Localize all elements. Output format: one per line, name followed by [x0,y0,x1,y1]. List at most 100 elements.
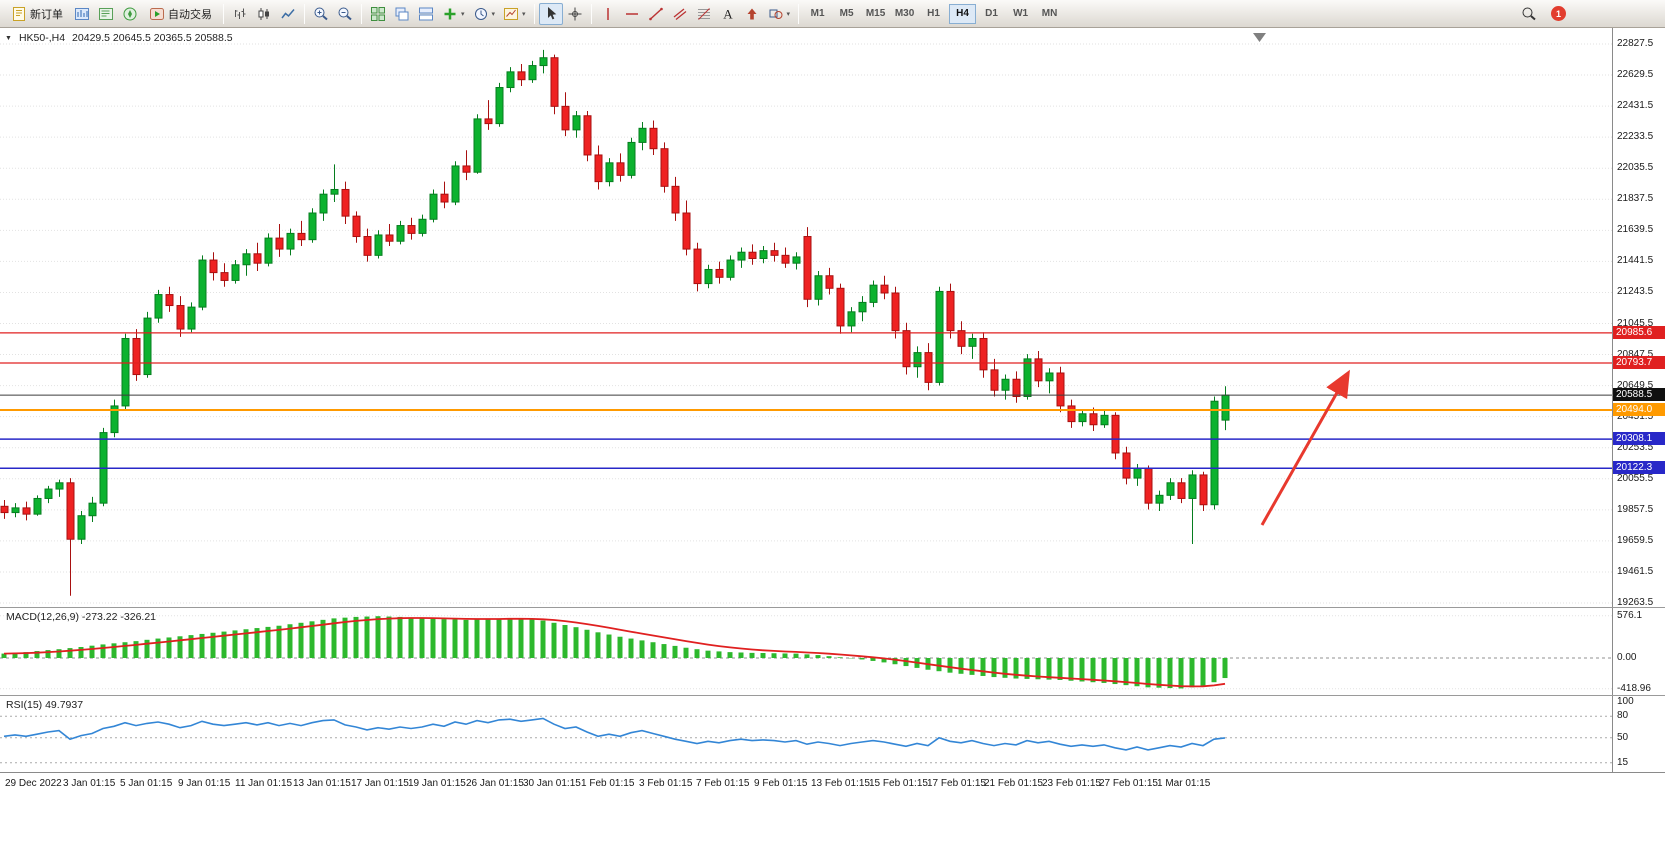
candle [1045,372,1054,382]
bars-chart-button[interactable] [228,3,252,25]
candle [550,57,559,107]
zoom-out-button[interactable] [333,3,357,25]
candles-chart-icon [256,6,272,22]
trend-arrow-annotation[interactable] [1260,369,1350,526]
horizontal-line-button[interactable] [620,3,644,25]
price-scale[interactable]: 22827.5 22629.5 22431.5 22233.5 22035.5 21837… [1612,28,1665,772]
pane-separator[interactable] [0,695,1665,696]
candle [902,330,911,368]
timeframe-h1[interactable]: H1 [927,8,940,19]
time-axis-label: 30 Jan 01:15 [523,778,581,789]
channel-button[interactable] [668,3,692,25]
time-axis[interactable]: 29 Dec 2022 3 Jan 01:15 5 Jan 01:15 9 Jan 0… [0,772,1665,800]
candles-chart-button[interactable] [252,3,276,25]
market-watch-button[interactable] [94,3,118,25]
candle [539,57,548,67]
search-button[interactable] [1517,3,1541,25]
arrange-windows-button[interactable] [414,3,438,25]
candle [143,317,152,376]
toolbar-separator [798,3,800,24]
candle [858,301,867,313]
candle [880,284,889,294]
candlestick-chart-canvas[interactable] [0,28,1612,608]
timeframe-h4[interactable]: H4 [949,3,977,24]
candle [1122,452,1131,479]
fibonacci-button[interactable] [692,3,716,25]
candle [308,212,317,241]
timeframe-w1[interactable]: W1 [1013,8,1029,19]
price-tick-label: 19659.5 [1617,535,1654,546]
candle [1221,394,1230,421]
time-axis-label: 1 Mar 01:15 [1157,778,1211,789]
candle [297,232,306,241]
time-axis-label: 21 Feb 01:15 [984,778,1043,789]
time-axis-label: 5 Jan 01:15 [120,778,173,789]
tile-windows-icon [370,6,386,22]
time-axis-label: 7 Feb 01:15 [696,778,750,789]
autotrade-button[interactable]: 自动交易 [142,3,219,25]
tile-windows-button[interactable] [366,3,390,25]
ohlc-values: 20429.5 20645.5 20365.5 20588.5 [72,32,233,44]
candle [1012,378,1021,398]
macd-canvas[interactable] [0,608,1612,696]
timeframe-d1[interactable]: D1 [985,8,998,19]
navigator-button[interactable] [118,3,142,25]
price-level-tag: 20588.5 [1613,388,1665,401]
timeframe-m30[interactable]: M30 [894,8,915,19]
candle [1067,405,1076,423]
candle [440,193,449,203]
timeframe-m15[interactable]: M15 [865,8,886,19]
periods-button[interactable]: ▾ [469,3,500,25]
candle [154,294,163,319]
timeframe-mn[interactable]: MN [1041,8,1058,19]
timeframe-m1[interactable]: M1 [810,8,825,19]
templates-icon [503,6,519,22]
channel-icon [672,6,688,22]
text-button[interactable]: A [716,3,740,25]
add-indicator-button[interactable]: ▾ [438,3,469,25]
candle [946,290,955,332]
navigator-icon [122,6,138,22]
time-axis-label: 19 Jan 01:15 [408,778,466,789]
arrows-tool-button[interactable] [740,3,764,25]
price-level-tag: 20985.6 [1613,326,1665,339]
timeframe-m5[interactable]: M5 [839,8,854,19]
rsi-pane[interactable]: RSI(15) 49.7937 [0,696,1612,772]
vertical-line-button[interactable] [596,3,620,25]
main-chart-pane[interactable]: ▼ HK50-,H4 20429.5 20645.5 20365.5 20588… [0,28,1612,608]
pane-separator[interactable] [0,607,1665,608]
shapes-button[interactable]: ▾ [764,3,795,25]
templates-button[interactable]: ▾ [499,3,530,25]
candle [110,405,119,434]
chart-menu-icon[interactable]: ▼ [5,34,12,42]
line-chart-button[interactable] [276,3,300,25]
new-order-button[interactable]: 新订单 [4,3,70,25]
candle [869,284,878,303]
charts-button[interactable] [70,3,94,25]
candle [957,330,966,347]
candle [1001,378,1010,391]
chart-shift-marker[interactable] [1253,33,1266,42]
crosshair-button[interactable] [563,3,587,25]
candle [671,185,680,214]
candle [990,369,999,391]
zoom-in-button[interactable] [309,3,333,25]
svg-text:A: A [723,6,733,21]
candle [616,162,625,176]
cascade-windows-button[interactable] [390,3,414,25]
candle [451,165,460,203]
notification-badge[interactable]: 1 [1551,6,1566,21]
trend-line-button[interactable] [644,3,668,25]
time-axis-label: 23 Feb 01:15 [1042,778,1101,789]
macd-pane[interactable]: MACD(12,26,9) -273.22 -326.21 [0,608,1612,696]
price-level-tag: 20122.3 [1613,461,1665,474]
candle [264,237,273,264]
text-icon: A [720,6,736,22]
cursor-button[interactable] [538,2,563,25]
rsi-canvas[interactable] [0,696,1612,772]
price-tick-label: 20649.5 [1617,380,1654,391]
toolbar-buttons-group: 新订单 自动交易 ▾ ▾ ▾ A ▾ [4,0,794,27]
price-tick-label: 20451.5 [1617,411,1654,422]
candle [935,290,944,383]
